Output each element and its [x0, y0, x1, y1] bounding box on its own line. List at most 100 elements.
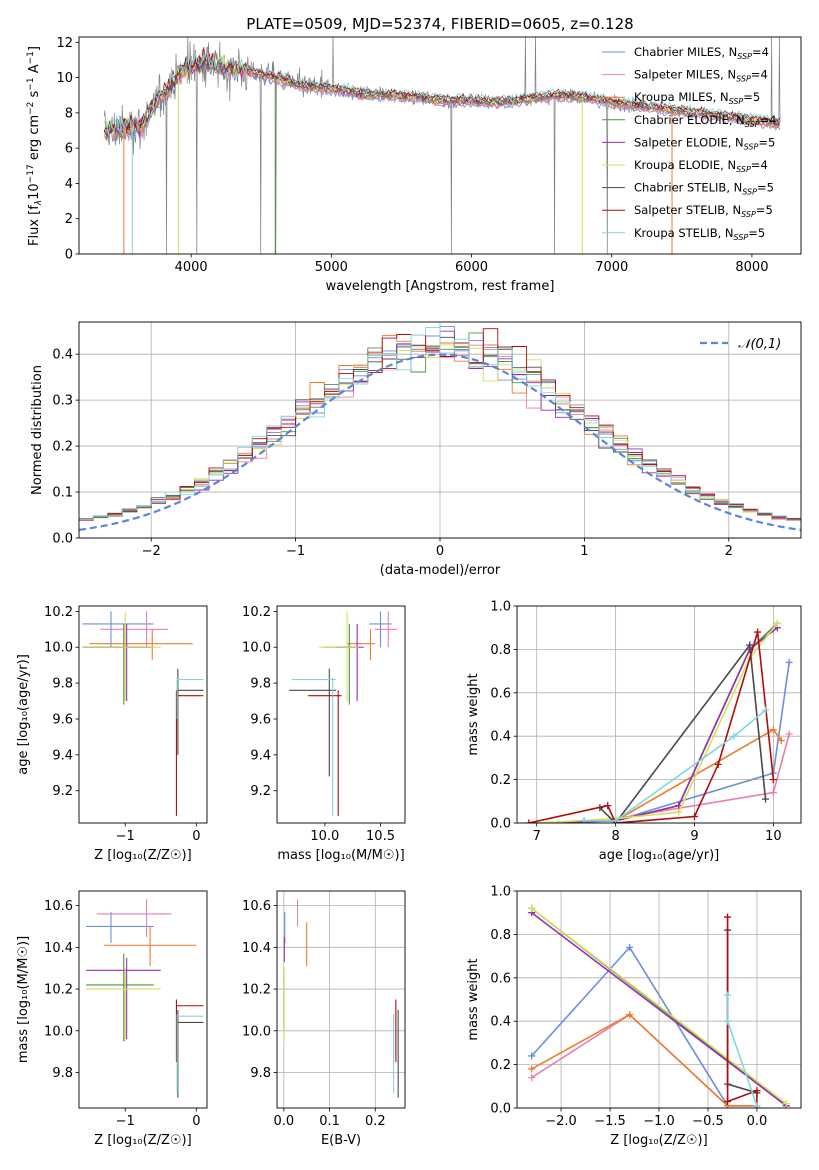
y-tick-label: 9.8 [250, 677, 271, 692]
weight-line [536, 622, 778, 823]
legend-nssp: 4 [760, 158, 767, 172]
x-tick-label: 0 [436, 544, 444, 559]
legend-subscript: SSP [736, 75, 751, 84]
x-tick-label: 8 [611, 829, 619, 844]
axes-frame [78, 605, 208, 824]
y-tick-label: 12 [56, 36, 73, 51]
y-tick-label: 6 [65, 142, 73, 157]
legend-eq: = [751, 158, 761, 172]
weight-point-marker [626, 1011, 634, 1019]
y-axis-label-part: −1 [26, 51, 36, 64]
weight-point-marker [769, 789, 777, 797]
y-tick-label: 9.4 [250, 748, 271, 763]
weight-point-marker [675, 808, 683, 816]
legend-nssp: 5 [768, 135, 775, 149]
legend-eq: = [752, 45, 762, 59]
weight-line [584, 662, 790, 822]
x-tick-label: −2 [142, 544, 161, 559]
y-tick-label: 1.0 [490, 885, 511, 900]
weight-line [584, 709, 767, 822]
y-tick-label: 10.4 [242, 941, 271, 956]
x-tick-label: 0 [192, 1114, 200, 1129]
legend-model-name: Kroupa STELIB [634, 226, 718, 240]
plot-area [82, 611, 204, 816]
y-tick-label: 10.2 [242, 983, 271, 998]
legend-eq: = [760, 113, 770, 127]
legend-eq: = [758, 135, 768, 149]
axes-frame [78, 890, 208, 1109]
y-tick-label: 0.0 [490, 1102, 511, 1117]
y-axis-label: Flux [fλ10−17 erg cm−2 s−1 A−1] [26, 46, 44, 246]
weight-line [531, 907, 787, 1105]
legend-suffix: , N [713, 90, 729, 104]
weight-point-marker [528, 904, 536, 912]
x-tick-label: 9 [690, 829, 698, 844]
y-tick-label: 9.8 [250, 1066, 271, 1081]
legend-model-name: Chabrier MILES [634, 45, 721, 59]
y-tick-label: 4 [65, 177, 73, 192]
legend-suffix: , N [720, 158, 736, 172]
y-tick-label: 10.0 [44, 641, 73, 656]
legend-model-name: Kroupa MILES [634, 90, 713, 104]
y-tick-label: 9.4 [52, 748, 73, 763]
y-tick-label: 9.2 [52, 784, 73, 799]
legend-entry: Salpeter ELODIE, NSSP=5 [634, 135, 775, 151]
legend-suffix: , N [725, 203, 741, 217]
weight-point-marker [754, 628, 762, 636]
plot-area [86, 899, 204, 1098]
y-axis-label-part: 10 [27, 183, 42, 200]
x-axis-label: (data-model)/error [380, 563, 501, 578]
y-tick-label: 0.2 [490, 773, 511, 788]
y-tick-label: 0.0 [52, 532, 73, 547]
model-spectrum-line [103, 52, 781, 136]
y-axis-label-part: −17 [26, 164, 36, 183]
axes-frame [78, 36, 802, 255]
y-tick-label: 9.6 [250, 712, 271, 727]
plot-area [289, 611, 398, 816]
weight-point-marker [724, 913, 732, 921]
y-axis-label: Normed distribution [30, 365, 45, 495]
weight-point-marker [724, 991, 732, 999]
weight-point-marker [714, 760, 722, 768]
y-axis-label-part: −2 [26, 102, 36, 115]
y-tick-label: 1.0 [490, 600, 511, 615]
panel-weight-vs-Z: −2.0 −1.5 −1.0 −0.5 0.0 0.0 0.2 0.4 0.6 0.8 1.0 Z [… [466, 885, 802, 1148]
y-tick-label: 0.1 [52, 486, 73, 501]
weight-point-marker [730, 732, 738, 740]
y-tick-label: 2 [65, 212, 73, 227]
panel-weight-vs-age: 7 8 9 10 0.0 0.2 0.4 0.6 0.8 1.0 age [log₁₀(age/yr… [466, 600, 802, 863]
weight-point-marker [753, 1087, 761, 1095]
legend-entry: Kroupa ELODIE, NSSP=4 [634, 158, 768, 174]
legend-nssp: 4 [769, 113, 776, 127]
weight-point-marker [773, 619, 781, 627]
x-tick-label: 1 [580, 544, 588, 559]
legend-subscript: SSP [734, 233, 749, 242]
panel-spectrum: 4000 5000 6000 7000 8000 0 2 4 6 8 10 12 wavelength … [26, 15, 802, 294]
plot-area [525, 619, 793, 823]
chart-title: PLATE=0509, MJD=52374, FIBERID=0605, z=0… [246, 15, 633, 33]
x-tick-label: 10.0 [310, 829, 339, 844]
y-tick-label: 0 [65, 248, 73, 263]
y-axis-label: mass [log₁₀(M/M☉)] [16, 936, 31, 1063]
weight-point-marker [528, 1052, 536, 1060]
x-tick-label: 8000 [735, 260, 768, 275]
weight-point-marker [769, 776, 777, 784]
legend-model-name: Salpeter STELIB [634, 203, 725, 217]
x-tick-label: 0.1 [319, 1114, 340, 1129]
weight-point-marker [724, 1017, 732, 1025]
y-axis-label: mass weight [466, 958, 481, 1040]
x-tick-label: 7 [533, 829, 541, 844]
x-tick-label: 5000 [315, 260, 348, 275]
weight-point-marker [580, 817, 588, 823]
legend-nssp: 4 [760, 68, 767, 82]
x-tick-label: 10.5 [366, 829, 395, 844]
y-tick-label: 10.2 [242, 605, 271, 620]
y-tick-label: 0.2 [52, 440, 73, 455]
weight-point-marker [528, 1065, 536, 1073]
legend-nssp: 5 [767, 181, 774, 195]
y-tick-label: 9.2 [250, 784, 271, 799]
plot-area [528, 904, 790, 1108]
y-tick-label: 8 [65, 106, 73, 121]
y-tick-label: 9.6 [52, 712, 73, 727]
